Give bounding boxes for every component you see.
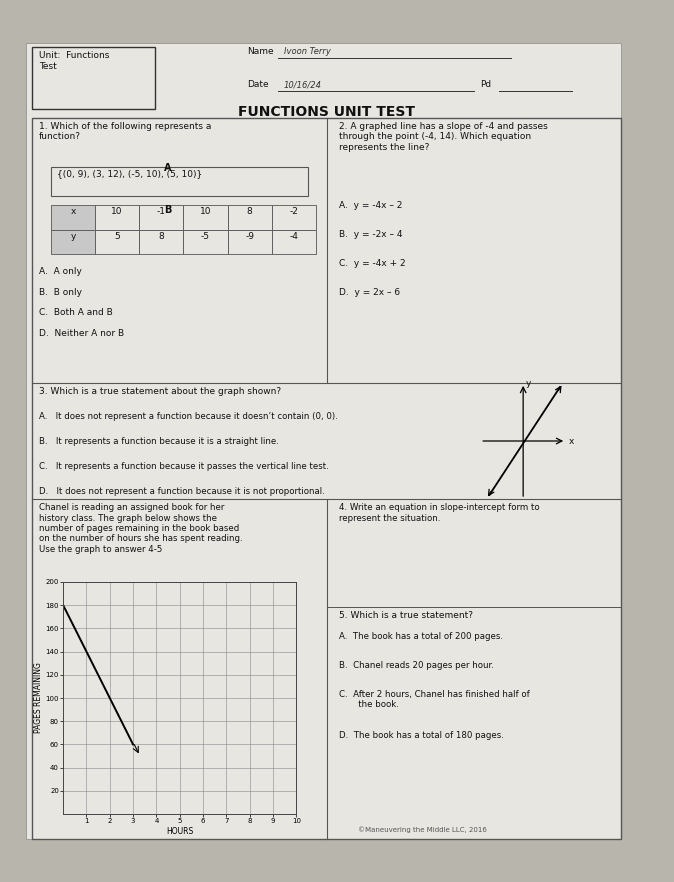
Text: 2. A graphed line has a slope of -4 and passes
through the point (-4, 14). Which: 2. A graphed line has a slope of -4 and … (339, 122, 548, 152)
Text: -9: -9 (245, 232, 254, 241)
Text: Ivoon Terry: Ivoon Terry (284, 47, 331, 56)
Text: D.   It does not represent a function because it is not proportional.: D. It does not represent a function beca… (38, 487, 324, 496)
Bar (228, 229, 272, 254)
X-axis label: HOURS: HOURS (166, 827, 193, 836)
Bar (272, 229, 316, 254)
Text: 10: 10 (111, 207, 123, 216)
Bar (32, 117, 621, 839)
Text: A.  A only: A. A only (38, 267, 82, 276)
Text: Unit:  Functions
Test: Unit: Functions Test (38, 51, 109, 71)
Text: A.   It does not represent a function because it doesn’t contain (0, 0).: A. It does not represent a function beca… (38, 412, 338, 421)
Text: Chanel is reading an assigned book for her
history class. The graph below shows : Chanel is reading an assigned book for h… (38, 503, 242, 554)
Bar (272, 205, 316, 229)
Text: 8: 8 (158, 232, 164, 241)
Text: -2: -2 (289, 207, 298, 216)
Text: B: B (164, 205, 171, 214)
Text: x: x (70, 207, 75, 216)
Text: -5: -5 (201, 232, 210, 241)
Bar (228, 205, 272, 229)
Text: Date: Date (247, 80, 269, 89)
Text: -1: -1 (157, 207, 166, 216)
Text: x: x (569, 437, 574, 446)
Bar (183, 205, 228, 229)
Text: y: y (70, 232, 75, 241)
Text: D.  Neither A nor B: D. Neither A nor B (38, 329, 124, 338)
Text: 10: 10 (200, 207, 211, 216)
Text: D.  The book has a total of 180 pages.: D. The book has a total of 180 pages. (339, 731, 504, 740)
Text: 5. Which is a true statement?: 5. Which is a true statement? (339, 611, 473, 620)
Text: C.  After 2 hours, Chanel has finished half of
       the book.: C. After 2 hours, Chanel has finished ha… (339, 690, 530, 709)
Text: ©Maneuvering the Middle LLC, 2016: ©Maneuvering the Middle LLC, 2016 (358, 826, 487, 833)
Text: B.   It represents a function because it is a straight line.: B. It represents a function because it i… (38, 437, 278, 446)
Text: FUNCTIONS UNIT TEST: FUNCTIONS UNIT TEST (239, 105, 415, 119)
Text: Name: Name (247, 47, 274, 56)
Text: {(0, 9), (3, 12), (-5, 10), (5, 10)}: {(0, 9), (3, 12), (-5, 10), (5, 10)} (57, 169, 202, 178)
Text: 8: 8 (247, 207, 253, 216)
Bar (32, 47, 155, 109)
Text: 1. Which of the following represents a
function?: 1. Which of the following represents a f… (38, 122, 211, 141)
Text: 3. Which is a true statement about the graph shown?: 3. Which is a true statement about the g… (38, 387, 281, 396)
Text: B.  B only: B. B only (38, 288, 82, 296)
Bar (140, 229, 183, 254)
Text: A.  y = -4x – 2: A. y = -4x – 2 (339, 200, 402, 210)
Text: D.  y = 2x – 6: D. y = 2x – 6 (339, 288, 400, 296)
Text: -4: -4 (289, 232, 298, 241)
Text: B.  Chanel reads 20 pages per hour.: B. Chanel reads 20 pages per hour. (339, 661, 494, 669)
Text: C.   It represents a function because it passes the vertical line test.: C. It represents a function because it p… (38, 462, 328, 471)
Bar (51, 229, 95, 254)
Text: 5: 5 (115, 232, 120, 241)
Text: C.  Both A and B: C. Both A and B (38, 309, 113, 318)
Text: 4. Write an equation in slope-intercept form to
represent the situation.: 4. Write an equation in slope-intercept … (339, 503, 540, 522)
Bar (51, 168, 309, 197)
Bar (51, 205, 95, 229)
Text: y: y (526, 379, 532, 388)
Text: A: A (164, 163, 171, 173)
Bar (140, 205, 183, 229)
Text: A.  The book has a total of 200 pages.: A. The book has a total of 200 pages. (339, 632, 503, 640)
Bar (95, 205, 140, 229)
Bar (183, 229, 228, 254)
Text: Pd: Pd (480, 80, 491, 89)
Text: C.  y = -4x + 2: C. y = -4x + 2 (339, 258, 406, 267)
Y-axis label: PAGES REMAINING: PAGES REMAINING (34, 662, 42, 734)
Text: B.  y = -2x – 4: B. y = -2x – 4 (339, 229, 402, 239)
Text: 10/16/24: 10/16/24 (284, 80, 322, 89)
Bar (95, 229, 140, 254)
